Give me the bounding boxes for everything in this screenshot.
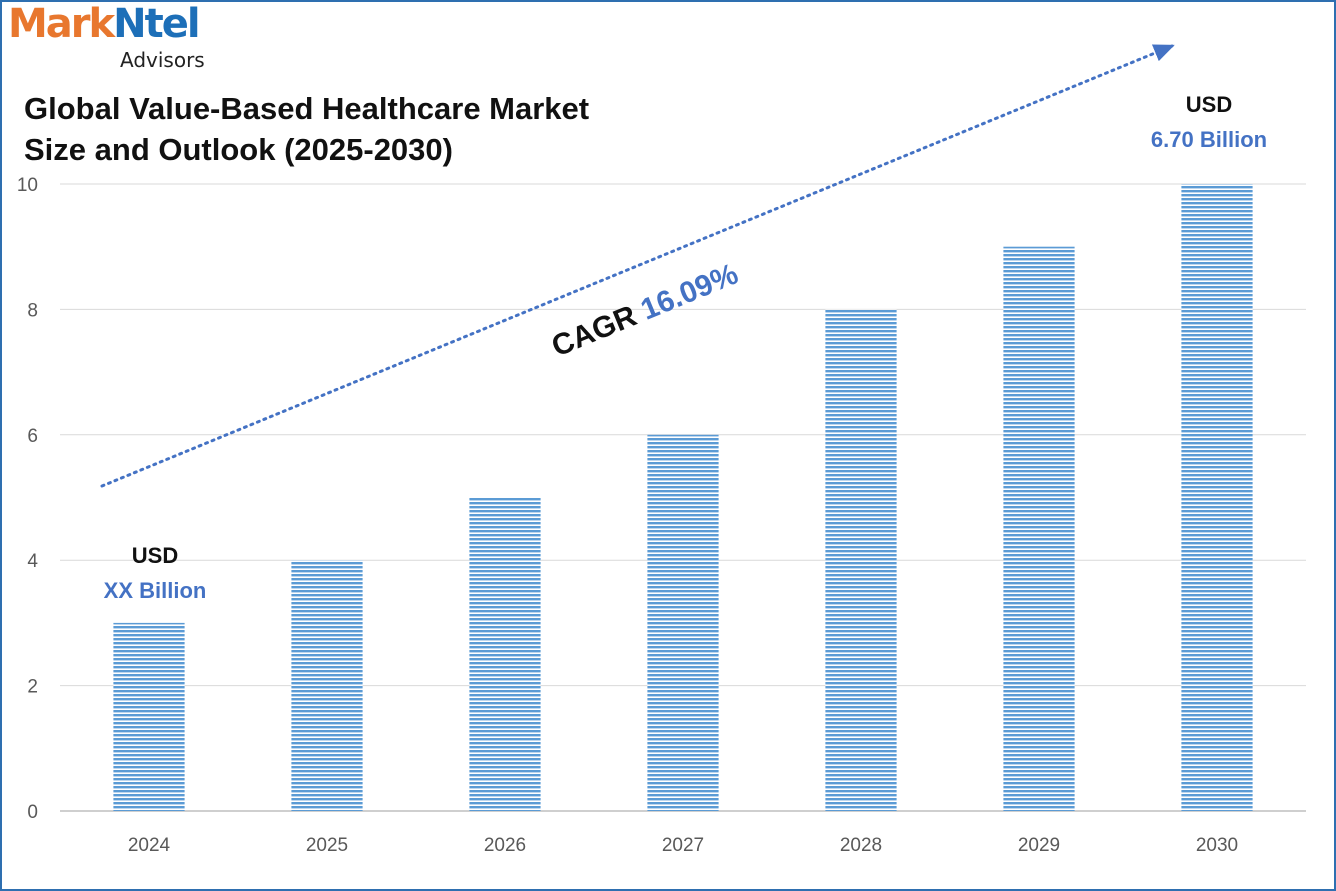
y-tick-label: 6 — [27, 426, 38, 447]
y-tick-label: 0 — [27, 802, 38, 823]
x-tick-label: 2030 — [1196, 835, 1238, 856]
cagr-word: CAGR — [547, 299, 642, 363]
end-value-label: 6.70 Billion — [1151, 127, 1267, 152]
x-tick-label: 2024 — [128, 835, 171, 856]
y-tick-label: 10 — [17, 175, 38, 196]
y-tick-label: 4 — [27, 551, 38, 572]
bars — [113, 184, 1253, 811]
x-tick-label: 2025 — [306, 835, 348, 856]
cagr-label: CAGR16.09% — [547, 257, 743, 363]
end-usd-label: USD — [1186, 92, 1232, 117]
x-tick-label: 2026 — [484, 835, 526, 856]
y-tick-label: 8 — [27, 300, 38, 321]
y-axis-ticks: 0 2 4 6 8 10 — [17, 175, 39, 823]
chart-title-line2: Size and Outlook (2025-2030) — [24, 132, 453, 167]
x-tick-label: 2029 — [1018, 835, 1060, 856]
bar-2026 — [469, 497, 541, 811]
bar-2024 — [113, 622, 185, 811]
logo-subtitle: Advisors — [120, 48, 205, 72]
logo-mark: Mark — [8, 1, 115, 47]
cagr-value: 16.09% — [636, 257, 743, 326]
chart-title: Global Value-Based Healthcare Market Siz… — [24, 88, 664, 170]
y-tick-label: 2 — [27, 677, 38, 698]
bar-2029 — [1003, 246, 1075, 811]
x-axis-ticks: 2024 2025 2026 2027 2028 2029 2030 — [128, 835, 1238, 856]
start-usd-label: USD — [132, 543, 178, 568]
x-tick-label: 2028 — [840, 835, 882, 856]
bar-2027 — [647, 434, 719, 811]
start-value-label: XX Billion — [104, 578, 207, 603]
bar-2025 — [291, 560, 363, 811]
bar-2028 — [825, 309, 897, 811]
logo: MarkNtel — [8, 1, 201, 47]
bar-2030 — [1181, 184, 1253, 811]
x-tick-label: 2027 — [662, 835, 704, 856]
logo-ntel: Ntel — [113, 1, 200, 47]
chart-title-line1: Global Value-Based Healthcare Market — [24, 91, 590, 126]
